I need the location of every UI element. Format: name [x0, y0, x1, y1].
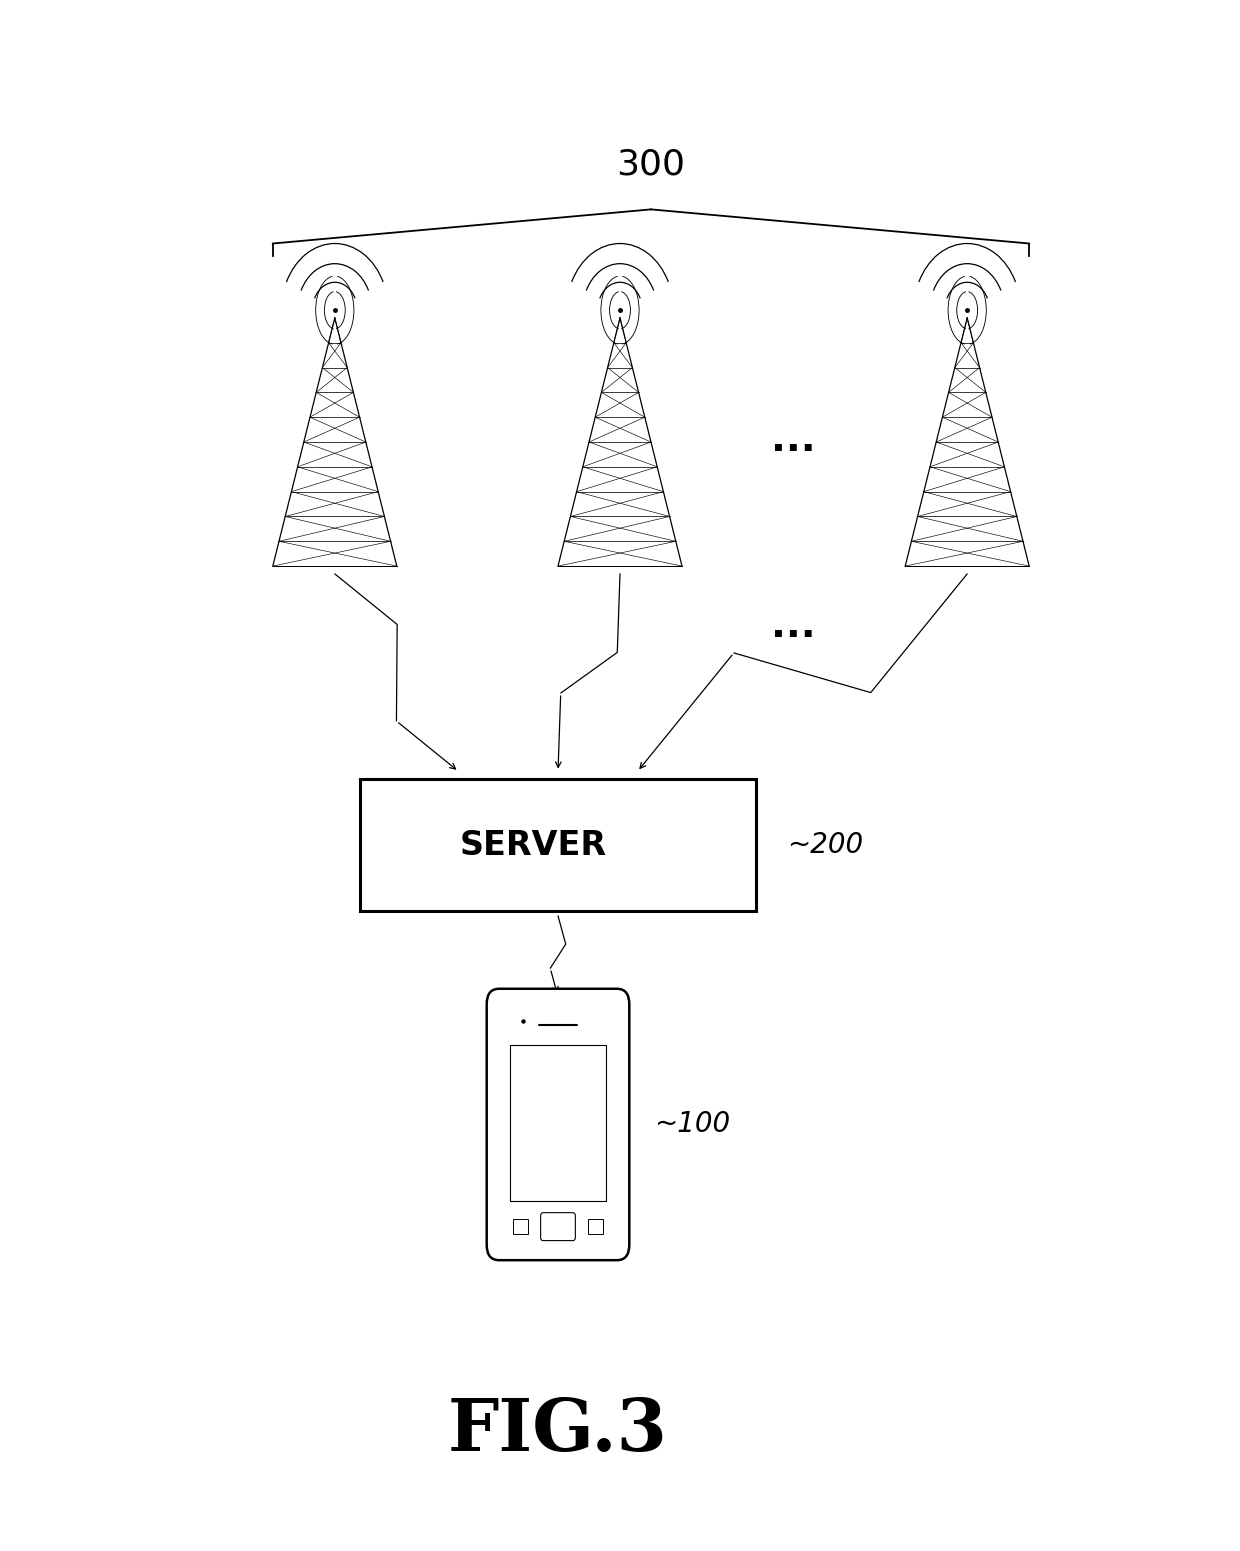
Bar — [510, 1045, 606, 1202]
Text: ···: ··· — [771, 431, 816, 468]
Bar — [360, 780, 756, 912]
Bar — [588, 1219, 603, 1235]
Text: ~200: ~200 — [787, 831, 863, 859]
Text: 300: 300 — [616, 147, 686, 181]
FancyBboxPatch shape — [486, 990, 630, 1259]
Text: SERVER: SERVER — [460, 828, 606, 862]
Text: ~100: ~100 — [655, 1111, 730, 1138]
Text: FIG.3: FIG.3 — [448, 1394, 668, 1466]
Text: ···: ··· — [771, 617, 816, 655]
Bar — [513, 1219, 528, 1235]
FancyBboxPatch shape — [541, 1213, 575, 1241]
